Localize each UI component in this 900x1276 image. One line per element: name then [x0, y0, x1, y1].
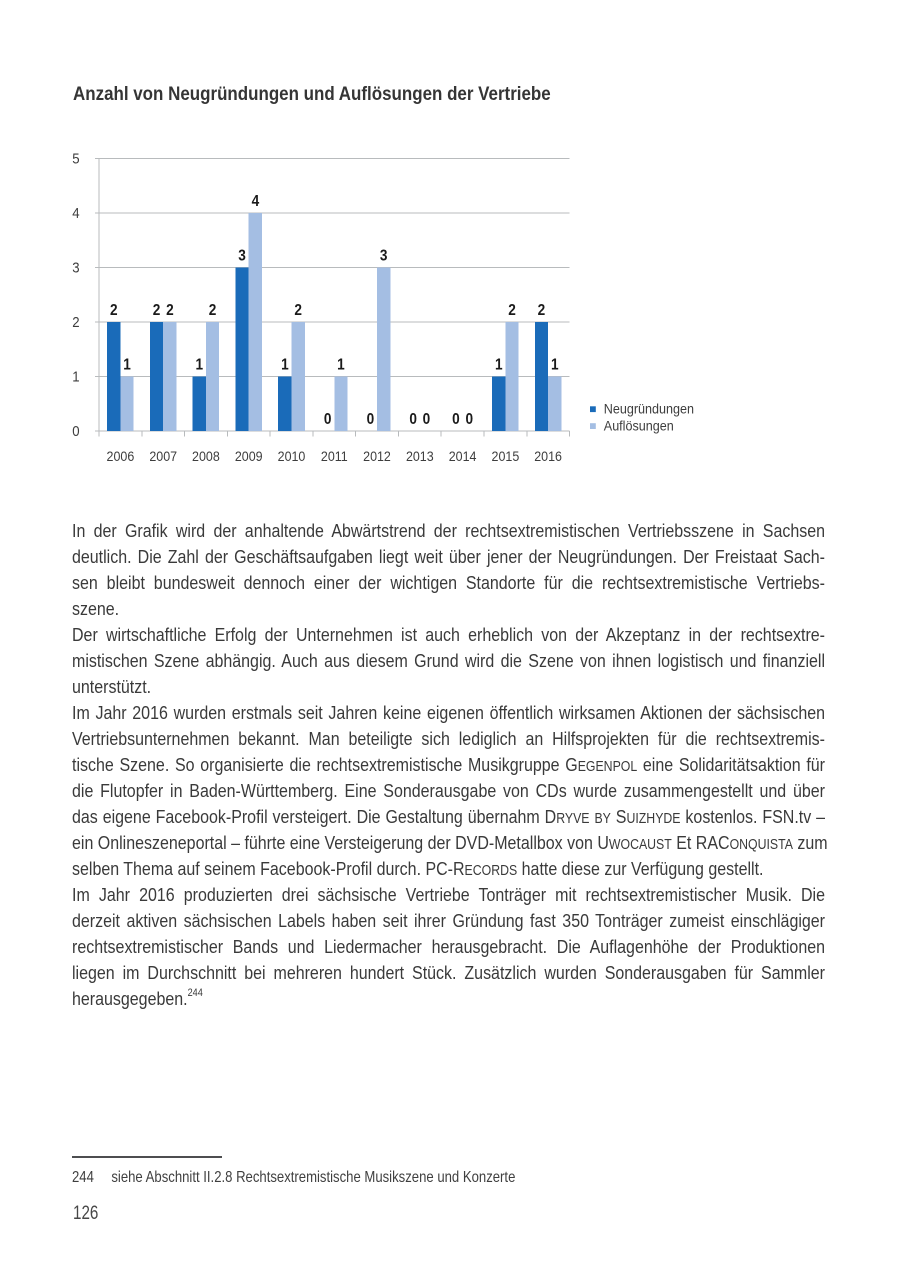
svg-text:2: 2 [508, 302, 516, 319]
svg-text:2: 2 [110, 302, 118, 319]
svg-text:3: 3 [380, 248, 388, 265]
svg-text:0: 0 [423, 411, 431, 428]
svg-text:2015: 2015 [492, 448, 520, 464]
svg-text:1: 1 [72, 368, 79, 385]
svg-text:2010: 2010 [278, 448, 306, 464]
svg-text:0: 0 [452, 411, 460, 428]
svg-text:2: 2 [72, 313, 79, 330]
svg-text:2016: 2016 [534, 448, 562, 464]
svg-text:2006: 2006 [107, 448, 135, 464]
svg-text:2012: 2012 [363, 448, 391, 464]
svg-text:4: 4 [252, 193, 260, 210]
svg-text:0: 0 [409, 411, 417, 428]
svg-text:2: 2 [294, 302, 302, 319]
svg-text:4: 4 [72, 204, 79, 221]
svg-text:2008: 2008 [192, 448, 220, 464]
svg-text:3: 3 [72, 259, 79, 276]
svg-text:0: 0 [324, 411, 332, 428]
svg-text:0: 0 [465, 411, 473, 428]
svg-text:0: 0 [367, 411, 375, 428]
svg-text:5: 5 [72, 150, 79, 167]
svg-text:1: 1 [495, 357, 503, 374]
svg-text:1: 1 [337, 357, 345, 374]
svg-text:2013: 2013 [406, 448, 434, 464]
svg-text:2: 2 [153, 302, 161, 319]
svg-text:1: 1 [195, 357, 203, 374]
svg-text:3: 3 [238, 248, 246, 265]
svg-text:2: 2 [166, 302, 174, 319]
svg-text:2009: 2009 [235, 448, 263, 464]
svg-text:2: 2 [538, 302, 546, 319]
svg-text:2: 2 [209, 302, 217, 319]
svg-text:2007: 2007 [149, 448, 177, 464]
svg-text:2014: 2014 [449, 448, 477, 464]
svg-text:1: 1 [281, 357, 289, 374]
svg-text:1: 1 [551, 357, 559, 374]
svg-text:0: 0 [72, 422, 79, 439]
svg-text:Neugründungen: Neugründungen [604, 401, 694, 417]
svg-text:Auflösungen: Auflösungen [604, 418, 674, 434]
svg-text:2011: 2011 [321, 448, 348, 464]
svg-text:1: 1 [123, 357, 131, 374]
